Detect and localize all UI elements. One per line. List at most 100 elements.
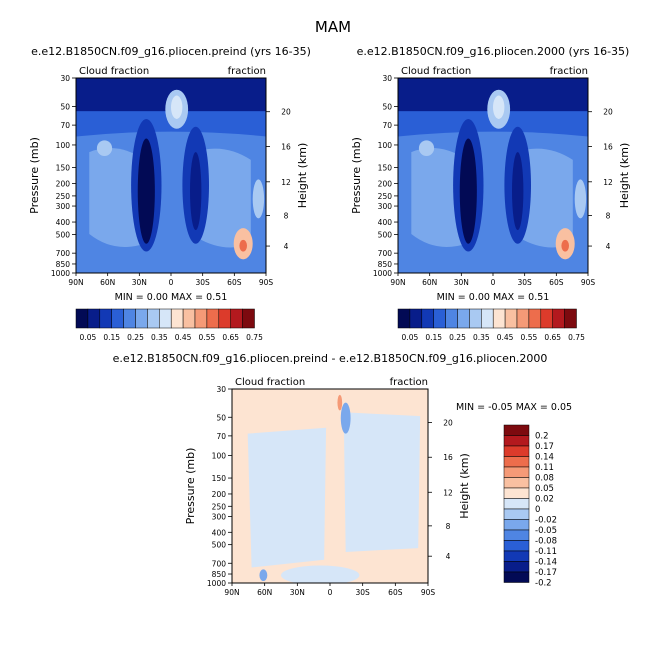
tropopause-cloud-core	[171, 95, 183, 119]
x-tick-label: 30S	[518, 278, 533, 287]
colorbar-label: -0.05	[535, 526, 557, 536]
colorbar-label: 0.65	[544, 333, 561, 342]
y-tick-label: 150	[56, 164, 71, 173]
y-tick-label: 50	[216, 413, 226, 422]
y-tick-label: 200	[56, 179, 71, 188]
height-tick-label: 20	[281, 108, 291, 117]
colorbar-label: -0.14	[535, 558, 557, 568]
y-axis-label-right: Height (km)	[458, 453, 471, 519]
y-axis-label-right: Height (km)	[296, 143, 309, 209]
colorbar-swatch	[135, 308, 148, 329]
x-tick-label: 30N	[454, 278, 469, 287]
min-max-label: MIN = 0.00 MAX = 0.51	[115, 292, 228, 303]
y-tick-label: 300	[56, 202, 71, 211]
colorbar-swatch	[516, 308, 530, 329]
y-tick-label: 1000	[373, 269, 392, 278]
x-tick-label: 0	[328, 588, 333, 597]
colorbar-swatch	[421, 308, 434, 329]
colorbar-label: 0.11	[535, 463, 554, 473]
y-tick-label: 200	[378, 179, 393, 188]
surface-negative-core	[259, 569, 268, 582]
south-dry-core-inner	[512, 152, 524, 231]
colorbar-swatch	[503, 477, 530, 489]
colorbar-swatch	[503, 456, 530, 468]
y-tick-label: 1000	[51, 269, 70, 278]
x-tick-label: 0	[169, 278, 174, 287]
colorbar-swatch	[492, 308, 506, 329]
x-tick-label: 90S	[581, 278, 596, 287]
colorbar-label: -0.2	[535, 579, 552, 589]
field-label-right: fraction	[550, 66, 588, 77]
colorbar-swatch	[433, 308, 446, 329]
y-tick-label: 100	[212, 452, 227, 461]
y-tick-label: 1000	[207, 579, 226, 588]
y-tick-label: 300	[378, 202, 393, 211]
colorbar-label: 0.45	[497, 333, 514, 342]
colorbar-label: 0.05	[402, 333, 419, 342]
colorbar-label: 0.02	[535, 495, 554, 505]
height-tick-label: 16	[281, 143, 291, 152]
colorbar-swatch	[503, 498, 530, 510]
colorbar-swatch	[552, 308, 565, 329]
height-tick-label: 12	[281, 178, 291, 187]
y-tick-label: 400	[56, 218, 71, 227]
colorbar-swatch	[194, 308, 208, 329]
colorbar-swatch	[503, 424, 530, 436]
colorbar-swatch	[540, 308, 553, 329]
colorbar-swatch	[99, 308, 112, 329]
colorbar-swatch	[159, 308, 172, 329]
y-tick-label: 400	[378, 218, 393, 227]
field-label-left: Cloud fraction	[235, 377, 305, 388]
south-negative-region	[343, 412, 421, 552]
panel-1: e.e12.B1850CN.f09_g16.pliocen.preind (yr…	[28, 45, 311, 342]
y-tick-label: 250	[56, 192, 71, 201]
north-midlat-cloud	[418, 140, 435, 156]
height-tick-label: 4	[284, 242, 289, 251]
y-tick-label: 700	[212, 559, 227, 568]
x-tick-label: 90S	[259, 278, 274, 287]
contour-field	[76, 78, 266, 273]
north-dry-core-inner	[459, 138, 477, 244]
colorbar-swatch	[503, 487, 530, 499]
panel-title: e.e12.B1850CN.f09_g16.pliocen.2000 (yrs …	[357, 45, 630, 58]
stratus-cloud-core	[239, 239, 247, 252]
colorbar-swatch	[206, 308, 220, 329]
colorbar: 0.20.170.140.110.080.050.020-0.02-0.05-0…	[503, 424, 557, 589]
height-tick-label: 16	[443, 453, 453, 462]
colorbar-swatch	[397, 308, 411, 329]
y-tick-label: 500	[212, 541, 227, 550]
contour-field	[398, 78, 588, 273]
y-tick-label: 50	[60, 102, 70, 111]
colorbar-label: -0.11	[535, 547, 557, 557]
colorbar-swatch	[111, 308, 124, 329]
x-tick-label: 60S	[549, 278, 564, 287]
colorbar-swatch	[409, 308, 423, 329]
colorbar-label: 0.17	[535, 442, 554, 452]
colorbar-label: 0.35	[473, 333, 490, 342]
x-tick-label: 60N	[100, 278, 115, 287]
panel-3: e.e12.B1850CN.f09_g16.pliocen.preind - e…	[113, 352, 572, 597]
colorbar-label: 0.25	[449, 333, 466, 342]
colorbar-label: -0.17	[535, 568, 557, 578]
y-tick-label: 250	[378, 192, 393, 201]
colorbar: 0.05 0.15 0.25 0.35 0.45 0.55 0.65 0.75	[397, 308, 585, 342]
colorbar-swatch	[230, 308, 243, 329]
colorbar-swatch	[469, 308, 482, 329]
y-tick-label: 300	[212, 512, 227, 521]
x-tick-label: 60N	[422, 278, 437, 287]
y-tick-label: 70	[60, 121, 70, 130]
y-tick-label: 70	[382, 121, 392, 130]
colorbar-label: 0.15	[425, 333, 442, 342]
height-tick-label: 12	[443, 488, 453, 497]
y-tick-label: 200	[212, 490, 227, 499]
y-tick-label: 700	[378, 249, 393, 258]
y-tick-label: 150	[378, 164, 393, 173]
y-axis-label: Pressure (mb)	[184, 448, 197, 525]
height-tick-label: 8	[446, 522, 451, 531]
colorbar-swatch	[481, 308, 494, 329]
x-tick-label: 90N	[68, 278, 83, 287]
tropopause-cloud-core	[493, 95, 505, 119]
x-tick-label: 30S	[196, 278, 211, 287]
height-tick-label: 16	[603, 143, 613, 152]
